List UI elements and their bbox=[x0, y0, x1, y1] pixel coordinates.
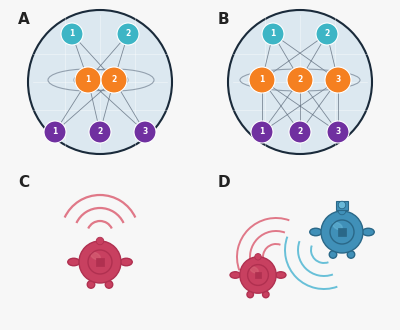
Circle shape bbox=[96, 237, 104, 245]
Circle shape bbox=[255, 253, 261, 260]
Circle shape bbox=[338, 201, 346, 209]
Text: 2: 2 bbox=[297, 127, 303, 137]
Text: 1: 1 bbox=[85, 76, 91, 84]
Circle shape bbox=[325, 67, 351, 93]
Circle shape bbox=[79, 241, 121, 283]
Text: 1: 1 bbox=[259, 127, 265, 137]
Text: A: A bbox=[18, 12, 30, 27]
Circle shape bbox=[249, 67, 275, 93]
Text: 1: 1 bbox=[270, 29, 276, 39]
FancyBboxPatch shape bbox=[338, 228, 346, 236]
Circle shape bbox=[134, 121, 156, 143]
Ellipse shape bbox=[310, 228, 322, 236]
Ellipse shape bbox=[120, 258, 132, 266]
Text: 1: 1 bbox=[52, 127, 58, 137]
Circle shape bbox=[262, 23, 284, 45]
Circle shape bbox=[117, 23, 139, 45]
Ellipse shape bbox=[68, 258, 80, 266]
Ellipse shape bbox=[333, 222, 342, 230]
Text: 2: 2 bbox=[324, 29, 330, 39]
Ellipse shape bbox=[105, 281, 113, 288]
Ellipse shape bbox=[347, 251, 355, 258]
Text: D: D bbox=[218, 175, 231, 190]
Circle shape bbox=[338, 207, 346, 215]
Text: 3: 3 bbox=[142, 127, 148, 137]
Circle shape bbox=[101, 67, 127, 93]
Circle shape bbox=[89, 121, 111, 143]
Ellipse shape bbox=[247, 291, 254, 298]
Circle shape bbox=[75, 67, 101, 93]
Text: 2: 2 bbox=[111, 76, 117, 84]
Text: 1: 1 bbox=[69, 29, 75, 39]
Ellipse shape bbox=[91, 252, 100, 260]
Circle shape bbox=[251, 121, 273, 143]
Text: 1: 1 bbox=[259, 76, 265, 84]
Ellipse shape bbox=[362, 228, 374, 236]
Circle shape bbox=[321, 211, 363, 253]
FancyBboxPatch shape bbox=[255, 272, 261, 278]
Text: 2: 2 bbox=[125, 29, 131, 39]
Text: 2: 2 bbox=[97, 127, 103, 137]
Circle shape bbox=[327, 121, 349, 143]
Ellipse shape bbox=[230, 272, 240, 278]
Circle shape bbox=[44, 121, 66, 143]
Text: 3: 3 bbox=[335, 76, 341, 84]
Text: 3: 3 bbox=[335, 127, 341, 137]
Circle shape bbox=[28, 10, 172, 154]
Circle shape bbox=[61, 23, 83, 45]
Circle shape bbox=[289, 121, 311, 143]
Bar bbox=[336, 201, 348, 210]
Ellipse shape bbox=[329, 251, 337, 258]
Text: 2: 2 bbox=[297, 76, 303, 84]
Circle shape bbox=[240, 257, 276, 293]
Ellipse shape bbox=[262, 291, 269, 298]
Ellipse shape bbox=[250, 267, 258, 273]
Text: C: C bbox=[18, 175, 29, 190]
Ellipse shape bbox=[87, 281, 95, 288]
Circle shape bbox=[316, 23, 338, 45]
Circle shape bbox=[287, 67, 313, 93]
Circle shape bbox=[228, 10, 372, 154]
Text: B: B bbox=[218, 12, 230, 27]
Ellipse shape bbox=[276, 272, 286, 278]
FancyBboxPatch shape bbox=[96, 258, 104, 266]
